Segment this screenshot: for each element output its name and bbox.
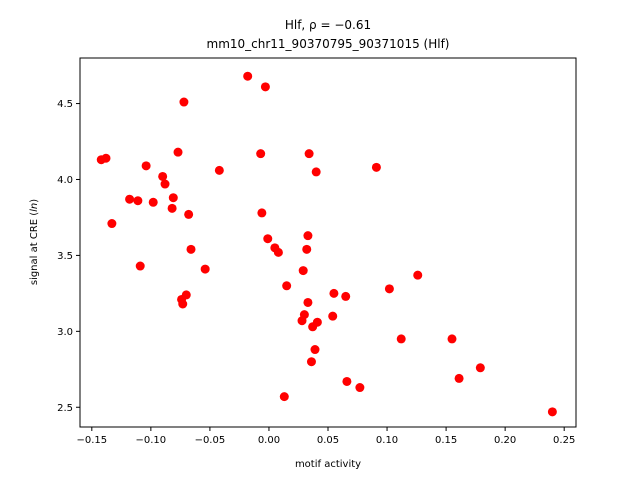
x-tick-label: 0.10: [376, 435, 398, 446]
x-tick-label: −0.05: [195, 435, 226, 446]
plot-frame: [79, 57, 577, 428]
scatter-point: [148, 197, 158, 207]
scatter-point: [303, 297, 313, 307]
chart-title-group: Hlf, ρ = −0.61 mm10_chr11_90370795_90371…: [207, 18, 450, 51]
y-axis-label: signal at CRE (ln): [29, 199, 40, 285]
scatter-point: [168, 193, 178, 203]
y-axis-label-unit: ln: [29, 203, 40, 212]
scatter-point: [167, 203, 177, 213]
scatter-point: [257, 208, 267, 218]
scatter-point: [178, 299, 188, 309]
x-tick-label: −0.10: [136, 435, 167, 446]
scatter-point: [260, 82, 270, 92]
scatter-point: [311, 167, 321, 177]
scatter-point: [179, 97, 189, 107]
scatter-point: [328, 311, 338, 321]
scatter-point: [214, 165, 224, 175]
scatter-point: [125, 194, 135, 204]
x-tick-label: 0.25: [553, 435, 575, 446]
scatter-point: [342, 376, 352, 386]
scatter-point: [547, 407, 557, 417]
chart-subtitle: mm10_chr11_90370795_90371015 (Hlf): [207, 37, 450, 51]
scatter-point: [310, 345, 320, 355]
scatter-point: [413, 270, 423, 280]
y-tick-label: 3.5: [57, 251, 73, 262]
scatter-point: [263, 234, 273, 244]
y-tick-label: 3.0: [57, 327, 73, 338]
scatter-point: [329, 288, 339, 298]
scatter-point: [475, 363, 485, 373]
y-axis-ticks: 2.5 3.0 3.5 4.0 4.5: [57, 99, 80, 414]
scatter-point: [181, 290, 191, 300]
scatter-point: [141, 161, 151, 171]
x-axis-label: motif activity: [295, 459, 361, 470]
scatter-point: [160, 179, 170, 189]
scatter-point: [200, 264, 210, 274]
scatter-point: [306, 357, 316, 367]
scatter-point: [299, 310, 309, 320]
scatter-point: [371, 162, 381, 172]
scatter-point: [135, 261, 145, 271]
scatter-point: [107, 219, 117, 229]
scatter-point: [303, 231, 313, 241]
scatter-point: [186, 244, 196, 254]
data-points: [96, 71, 557, 417]
y-tick-label: 4.0: [57, 175, 73, 186]
scatter-point: [256, 149, 266, 159]
y-tick-label: 2.5: [57, 403, 73, 414]
scatter-point: [279, 392, 289, 402]
scatter-point: [158, 171, 168, 181]
y-tick-label: 4.5: [57, 99, 73, 110]
x-tick-label: 0.15: [435, 435, 457, 446]
scatter-point: [282, 281, 292, 291]
scatter-point: [355, 383, 365, 393]
x-tick-label: 0.05: [317, 435, 339, 446]
x-tick-label: 0.20: [494, 435, 516, 446]
scatter-point: [302, 244, 312, 254]
scatter-point: [243, 71, 253, 81]
x-axis-ticks: −0.15 −0.10 −0.05 0.00 0.05 0.10 0.15 0.20 0.25: [76, 427, 575, 446]
scatter-point: [173, 147, 183, 157]
scatter-point: [447, 334, 457, 344]
scatter-point: [454, 373, 464, 383]
chart-title: Hlf, ρ = −0.61: [285, 18, 371, 32]
scatter-point: [384, 284, 394, 294]
scatter-point: [341, 291, 351, 301]
scatter-point: [101, 153, 111, 163]
scatter-point: [304, 149, 314, 159]
x-tick-label: 0.00: [258, 435, 280, 446]
scatter-point: [312, 317, 322, 327]
scatter-point: [273, 247, 283, 257]
scatter-point: [133, 196, 143, 206]
x-tick-label: −0.15: [76, 435, 107, 446]
scatter-point: [184, 209, 194, 219]
scatter-point: [396, 334, 406, 344]
scatter-point: [298, 266, 308, 276]
